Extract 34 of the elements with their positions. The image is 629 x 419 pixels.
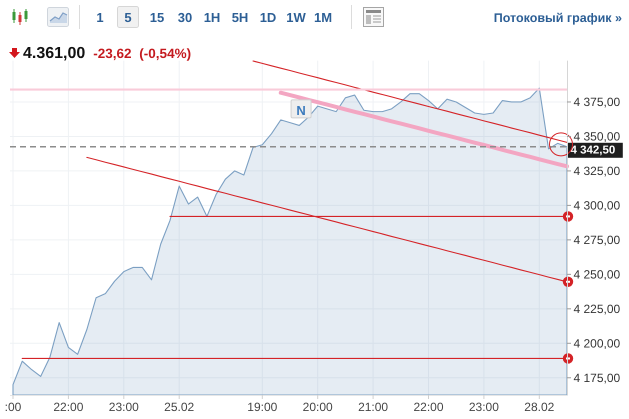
- text: 1W: [286, 10, 306, 25]
- ref-line-label: 4 342,50: [570, 144, 616, 156]
- x-tick-label: 20:00: [302, 400, 334, 414]
- text: 1H: [204, 10, 220, 25]
- x-tick-label: 23:00: [108, 400, 140, 414]
- x-tick-label: 25.02: [164, 400, 195, 414]
- text: 1M: [314, 10, 332, 25]
- text: 1D: [260, 10, 276, 25]
- x-tick-label: 22:00: [53, 400, 84, 414]
- text: 30: [178, 10, 192, 25]
- y-tick-label: 4 250,00: [574, 267, 621, 282]
- x-tick-label: :00: [4, 400, 22, 414]
- text: 1: [96, 10, 104, 25]
- y-tick-label: 4 175,00: [574, 370, 621, 385]
- y-tick-label: 4 375,00: [574, 94, 621, 109]
- x-tick-label: 21:00: [358, 400, 388, 414]
- text: Потоковый график »: [494, 11, 622, 25]
- x-tick-label: 19:00: [247, 400, 278, 414]
- text: 5: [124, 10, 132, 25]
- text: 15: [150, 10, 164, 25]
- line-series: [278, 90, 569, 168]
- x-tick-label: 22:00: [413, 400, 444, 414]
- y-tick-label: 4 275,00: [574, 232, 621, 247]
- y-tick-label: 4 350,00: [574, 129, 621, 144]
- chart-title: 4.361,00: [23, 45, 86, 62]
- x-tick-label: 28.02: [524, 400, 555, 414]
- annotation: N: [296, 102, 306, 118]
- y-tick-label: 4 300,00: [574, 198, 621, 212]
- chart-subtitle: -23,62 (-0,54%): [93, 46, 192, 61]
- y-tick-label: 4 200,00: [574, 336, 621, 350]
- x-tick-label: 23:00: [468, 400, 500, 414]
- y-tick-label: 4 325,00: [574, 164, 621, 178]
- text: 5H: [232, 10, 248, 25]
- y-tick-label: 4 225,00: [574, 302, 621, 316]
